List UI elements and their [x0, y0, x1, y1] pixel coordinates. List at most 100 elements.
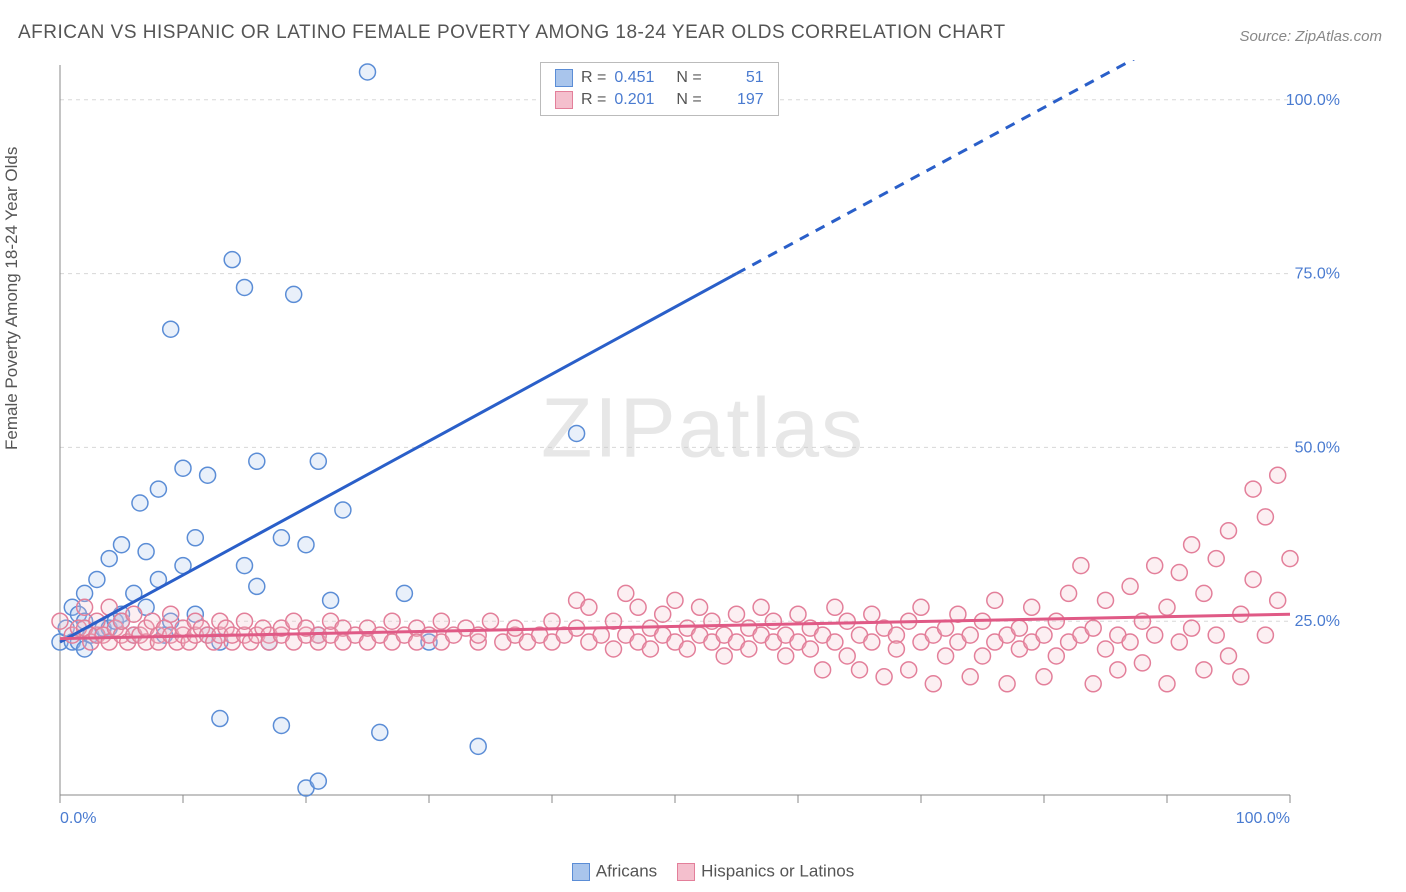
data-point — [396, 585, 412, 601]
data-point — [249, 578, 265, 594]
data-point — [667, 592, 683, 608]
data-point — [298, 537, 314, 553]
data-point — [1208, 551, 1224, 567]
trend-line-extrapolated — [737, 60, 1291, 274]
data-point — [1073, 558, 1089, 574]
stats-n-value: 197 — [710, 91, 764, 109]
data-point — [175, 460, 191, 476]
data-point — [852, 662, 868, 678]
data-point — [593, 627, 609, 643]
x-axis-tick-label: 100.0% — [1236, 810, 1290, 827]
data-point — [1233, 669, 1249, 685]
y-axis-tick-label: 50.0% — [1295, 439, 1340, 456]
data-point — [1171, 565, 1187, 581]
data-point — [938, 648, 954, 664]
y-axis-tick-label: 100.0% — [1286, 92, 1340, 109]
trend-line — [60, 274, 737, 642]
data-point — [716, 648, 732, 664]
data-point — [864, 606, 880, 622]
y-axis-tick-label: 25.0% — [1295, 613, 1340, 630]
data-point — [778, 648, 794, 664]
data-point — [569, 425, 585, 441]
data-point — [132, 495, 148, 511]
data-point — [925, 676, 941, 692]
data-point — [323, 592, 339, 608]
data-point — [1036, 627, 1052, 643]
data-point — [901, 662, 917, 678]
data-point — [1159, 599, 1175, 615]
data-point — [815, 662, 831, 678]
data-point — [618, 585, 634, 601]
data-point — [692, 599, 708, 615]
data-point — [1208, 627, 1224, 643]
stats-r-label: R = — [581, 69, 606, 87]
stats-row: R =0.201N =197 — [555, 89, 764, 111]
stats-r-value: 0.451 — [614, 69, 668, 87]
data-point — [224, 252, 240, 268]
data-point — [273, 530, 289, 546]
data-point — [470, 738, 486, 754]
series-swatch — [555, 91, 573, 109]
data-point — [1257, 509, 1273, 525]
data-point — [163, 321, 179, 337]
data-point — [114, 537, 130, 553]
stats-n-label: N = — [676, 69, 701, 87]
data-point — [741, 641, 757, 657]
data-point — [212, 711, 228, 727]
data-point — [237, 613, 253, 629]
data-point — [1147, 627, 1163, 643]
data-point — [310, 453, 326, 469]
data-point — [1061, 585, 1077, 601]
data-point — [1282, 551, 1298, 567]
series-swatch — [555, 69, 573, 87]
data-point — [581, 599, 597, 615]
data-point — [89, 571, 105, 587]
y-axis-label: Female Poverty Among 18-24 Year Olds — [2, 147, 22, 450]
data-point — [753, 599, 769, 615]
data-point — [1221, 648, 1237, 664]
data-point — [987, 592, 1003, 608]
data-point — [962, 627, 978, 643]
data-point — [606, 641, 622, 657]
data-point — [237, 558, 253, 574]
data-point — [913, 599, 929, 615]
data-point — [790, 606, 806, 622]
correlation-stats-box: R =0.451N =51R =0.201N =197 — [540, 62, 779, 116]
data-point — [77, 599, 93, 615]
data-point — [876, 669, 892, 685]
data-point — [729, 606, 745, 622]
data-point — [1024, 599, 1040, 615]
data-point — [1085, 620, 1101, 636]
data-point — [273, 717, 289, 733]
data-point — [1048, 648, 1064, 664]
data-point — [1245, 571, 1261, 587]
data-point — [1270, 467, 1286, 483]
data-point — [802, 641, 818, 657]
data-point — [1098, 641, 1114, 657]
data-point — [360, 64, 376, 80]
data-point — [827, 634, 843, 650]
data-point — [1196, 585, 1212, 601]
data-point — [1245, 481, 1261, 497]
chart-svg: 0.0%100.0%25.0%50.0%75.0%100.0% — [50, 60, 1350, 830]
data-point — [655, 606, 671, 622]
data-point — [335, 502, 351, 518]
stats-n-label: N = — [676, 91, 701, 109]
legend-swatch — [572, 863, 590, 881]
data-point — [1257, 627, 1273, 643]
data-point — [975, 648, 991, 664]
data-point — [962, 669, 978, 685]
data-point — [1184, 620, 1200, 636]
data-point — [237, 279, 253, 295]
stats-n-value: 51 — [710, 69, 764, 87]
data-point — [138, 544, 154, 560]
data-point — [1122, 578, 1138, 594]
data-point — [1134, 655, 1150, 671]
data-point — [1110, 662, 1126, 678]
data-point — [999, 676, 1015, 692]
legend-label: Africans — [596, 862, 657, 881]
data-point — [483, 613, 499, 629]
data-point — [150, 481, 166, 497]
stats-r-label: R = — [581, 91, 606, 109]
data-point — [52, 613, 68, 629]
